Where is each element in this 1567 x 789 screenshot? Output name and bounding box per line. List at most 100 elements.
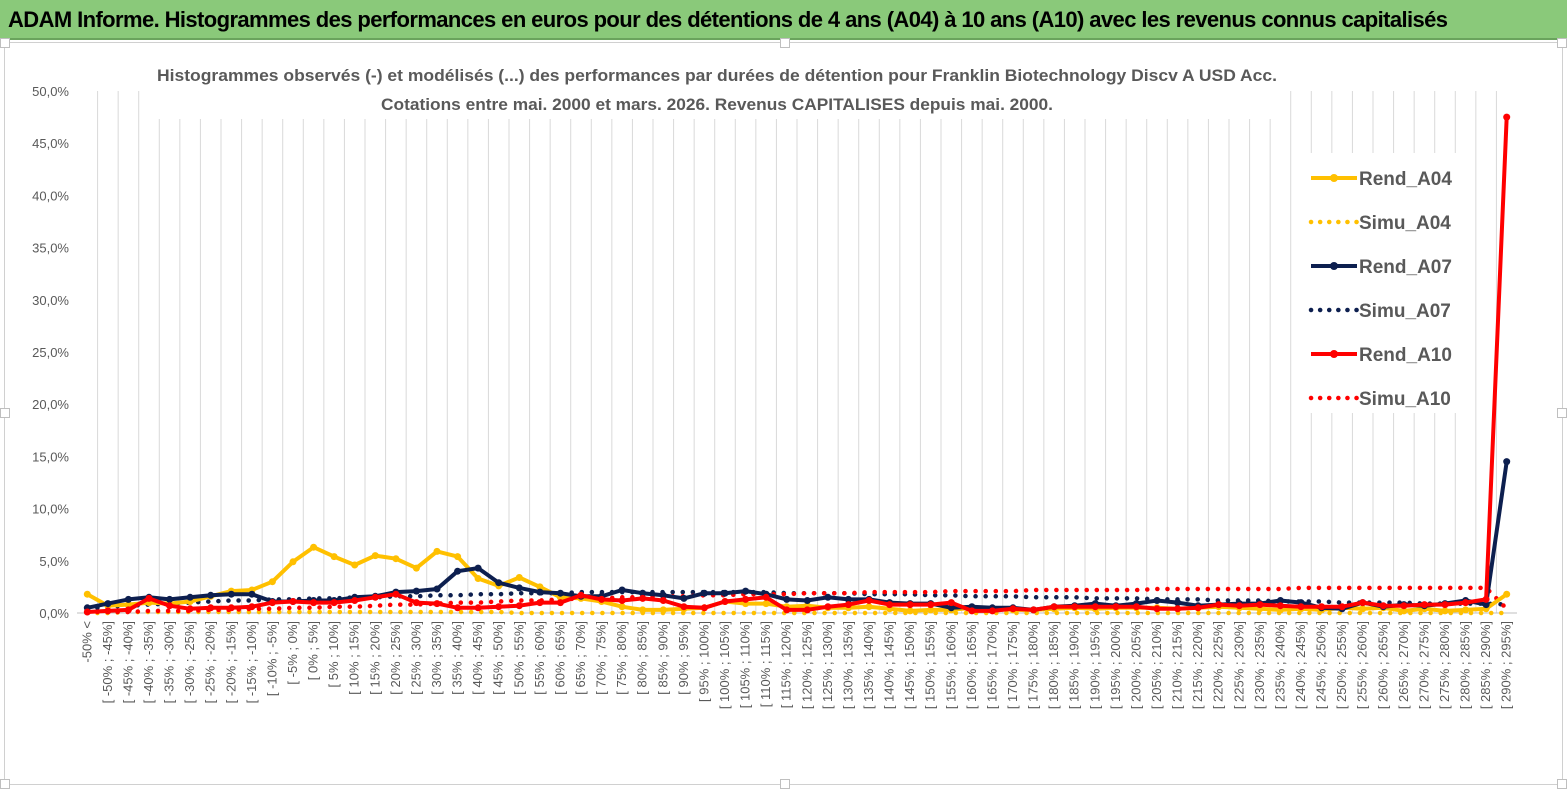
x-tick-label: [ -30% ; -25%]: [182, 621, 197, 703]
data-point: [474, 575, 482, 582]
x-tick-label: [ 135% ; 140%]: [861, 621, 876, 709]
data-point: [433, 547, 441, 555]
x-tick-label: [ 170% ; 175%]: [1005, 621, 1020, 709]
data-point: [762, 600, 770, 608]
legend-item: Rend_A07: [1311, 257, 1452, 278]
x-tick-label: [ 180% ; 185%]: [1046, 621, 1061, 709]
data-point: [742, 587, 750, 595]
y-tick-label: 5,0%: [39, 554, 69, 569]
data-point: [906, 601, 914, 609]
data-point: [1503, 590, 1511, 598]
data-point: [865, 597, 873, 604]
data-point: [968, 607, 976, 615]
data-point: [618, 603, 626, 611]
data-point: [1338, 603, 1346, 611]
data-point: [124, 595, 132, 603]
data-point: [495, 579, 503, 587]
data-point: [474, 564, 482, 572]
y-tick-label: 0,0%: [39, 606, 69, 621]
data-point: [803, 597, 811, 604]
data-point: [927, 606, 935, 614]
data-point: [886, 601, 894, 609]
frame-handle: [1557, 38, 1567, 48]
x-tick-label: [ 140% ; 145%]: [882, 621, 897, 709]
data-point: [227, 604, 235, 612]
x-tick-label: [ 195% ; 200%]: [1108, 621, 1123, 709]
data-point: [186, 605, 194, 613]
x-tick-label: [ 90% ; 95%]: [676, 621, 691, 695]
data-point: [824, 603, 832, 611]
data-point: [371, 552, 379, 560]
data-point: [1400, 607, 1408, 615]
data-point: [618, 597, 626, 604]
legend-item: Simu_A07: [1308, 301, 1451, 322]
x-tick-label: [ 80% ; 85%]: [635, 621, 650, 695]
data-point: [1359, 605, 1367, 613]
y-tick-label: 10,0%: [32, 502, 69, 517]
x-tick-label: [ 265% ; 270%]: [1396, 621, 1411, 709]
gridlines: [97, 91, 1497, 613]
y-tick-label: 25,0%: [32, 345, 69, 360]
data-point: [556, 599, 564, 607]
data-point: [700, 589, 708, 597]
data-point: [392, 590, 400, 598]
x-tick-label: [ -25% ; -20%]: [203, 621, 218, 703]
x-tick-label: [ 260% ; 265%]: [1375, 621, 1390, 709]
series-rend-a10: [83, 113, 1511, 616]
data-point: [124, 606, 132, 614]
y-tick-label: 30,0%: [32, 293, 69, 308]
data-point: [1050, 603, 1058, 611]
data-point: [515, 574, 523, 581]
data-point: [1153, 605, 1161, 613]
data-point: [433, 600, 441, 608]
x-tick-label: [ 130% ; 135%]: [840, 621, 855, 709]
data-point: [1030, 606, 1038, 614]
data-point: [1482, 601, 1490, 609]
data-point: [1215, 601, 1223, 609]
x-tick-label: [ 95% ; 100%]: [696, 621, 711, 702]
legend-item: Simu_A10: [1308, 389, 1451, 410]
x-tick-label: [ 160% ; 165%]: [964, 621, 979, 709]
series-simu-a04: [85, 609, 1509, 616]
data-point: [783, 595, 791, 603]
y-tick-label: 40,0%: [32, 188, 69, 203]
x-axis: -50% < [ -50% ; -45%] [ -45% ; -40%] [ -40%…: [77, 612, 1517, 709]
data-point: [536, 599, 544, 607]
x-tick-label: [ 100% ; 105%]: [717, 621, 732, 709]
data-point: [330, 599, 338, 607]
legend-label: Rend_A04: [1359, 169, 1452, 190]
x-tick-label: [ 35% ; 40%]: [450, 621, 465, 695]
x-tick-label: [ 175% ; 180%]: [1026, 621, 1041, 709]
series-line: [85, 609, 1509, 616]
data-point: [289, 598, 297, 605]
data-point: [1256, 601, 1264, 609]
data-point: [844, 601, 852, 609]
data-point: [680, 594, 688, 602]
frame-handle: [1557, 779, 1567, 789]
data-point: [1503, 113, 1511, 121]
data-point: [536, 583, 544, 591]
x-tick-label: [ 25% ; 30%]: [408, 621, 423, 695]
chart-frame: 0,0% 5,0% 10,0% 15,0% 20,0% 25,0% 30,0% 35,0% 40…: [0, 38, 1567, 789]
y-tick-label: 45,0%: [32, 136, 69, 151]
data-point: [556, 589, 564, 597]
x-tick-label: [ 240% ; 245%]: [1293, 621, 1308, 709]
y-tick-label: 35,0%: [32, 241, 69, 256]
data-point: [783, 606, 791, 614]
data-point: [865, 603, 873, 611]
x-tick-label: [ -5% ; 0%]: [285, 621, 300, 685]
x-tick-label: [ 290% ; 295%]: [1499, 621, 1514, 709]
data-point: [474, 604, 482, 612]
x-tick-label: [ 155% ; 160%]: [943, 621, 958, 709]
legend-label: Rend_A07: [1359, 257, 1452, 278]
x-tick-label: [ 115% ; 120%]: [779, 621, 794, 708]
x-tick-label: [ 10% ; 15%]: [347, 621, 362, 695]
report-title: ADAM Informe. Histogrammes des performan…: [8, 7, 1448, 32]
x-tick-label: [ -50% ; -45%]: [100, 621, 115, 703]
frame-handle: [0, 408, 10, 418]
data-point: [639, 606, 647, 614]
data-point: [166, 602, 174, 610]
x-tick-label: [ 145% ; 150%]: [902, 621, 917, 709]
chart-subtitle: Cotations entre mai. 2000 et mars. 2026.…: [381, 95, 1053, 114]
x-tick-label: [ 150% ; 155%]: [923, 621, 938, 709]
